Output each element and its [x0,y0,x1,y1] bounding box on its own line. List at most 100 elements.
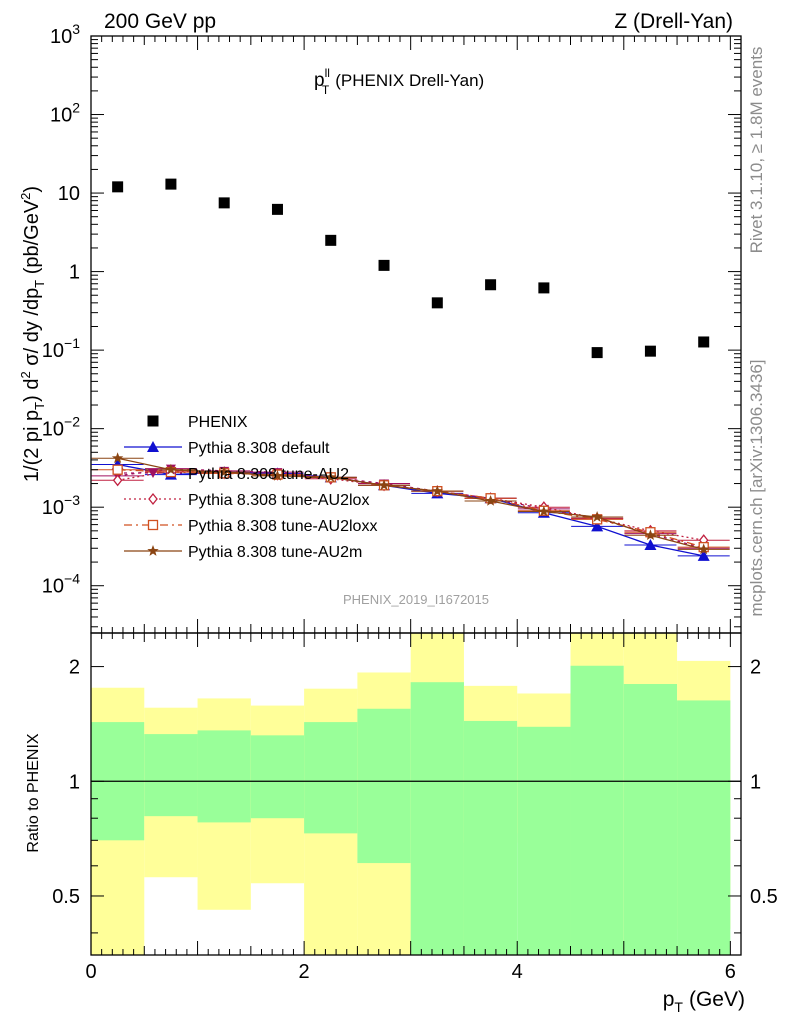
ratio-tick-label-right: 1 [750,771,761,793]
series-marker [147,519,159,531]
y-tick-label-base: 10 [50,105,72,127]
title-base: p [314,70,325,91]
y-label-p1: 1/(2 pi p [21,410,43,482]
y-tick-label: 1 [69,262,80,284]
legend-label: Pythia 8.308 tune-AU2 [188,466,349,483]
ratio-bands [91,633,731,955]
series-marker [271,469,284,481]
mcplots-label: mcplots.cern.ch [arXiv:1306.3436] [747,359,766,616]
y-tick-label-exp: −1 [64,335,80,351]
x-tick-label: 6 [725,961,736,983]
ratio-tick-label-right: 2 [750,657,761,679]
y-tick-label-exp: −4 [64,571,80,587]
series-marker [591,511,603,522]
series-marker [644,529,657,540]
data-point [112,181,124,193]
series-marker [218,466,230,477]
x-axis-label: pT (GeV) [663,988,745,1015]
data-point [591,347,603,359]
y-label-sup2: 2 [18,193,33,200]
ratio-tick-label-left: 0.5 [52,886,80,908]
y-tick-label: 103 [50,21,80,48]
y-tick-label: 102 [50,100,80,127]
data-point [325,234,337,246]
y-tick-label: 10−3 [42,492,80,519]
data-point [218,197,230,209]
mc-series [91,452,730,561]
y-tick-label-exp: −3 [64,492,80,508]
y-label-p3: σ/ dy /dp [21,288,43,372]
data-point [431,297,443,309]
series-marker [378,479,390,491]
legend: PHENIX Pythia 8.308 default Pythia 8.308 t… [124,414,377,561]
y-tick-label-base: 10 [42,419,64,441]
legend-label: Pythia 8.308 tune-AU2m [188,544,362,561]
header-right: Z (Drell-Yan) [614,10,733,33]
series-marker [147,441,159,452]
title-rest: (PHENIX Drell-Yan) [335,71,484,90]
y-tick-label-exp: 3 [72,21,80,37]
stat-band-bin [357,708,411,864]
stat-band-bin [410,682,464,955]
y-tick-label-base: 10 [50,26,72,48]
legend-marker-phenix [147,415,159,427]
series-marker [147,545,159,556]
series-marker [644,538,657,550]
series-marker [111,452,124,464]
y-label-sub2: T [32,280,47,288]
legend-label: Pythia 8.308 tune-AU2loxx [188,518,377,535]
legend-label: Pythia 8.308 tune-AU2lox [188,492,369,509]
stat-band-bin [623,684,678,955]
series-marker [697,549,710,561]
analysis-id: PHENIX_2019_I1672015 [343,592,489,607]
series-marker [431,485,443,496]
x-tick-label: 4 [512,961,523,983]
stat-band-bin [250,735,305,819]
stat-band-bin [304,722,358,834]
legend-label: Pythia 8.308 default [188,440,330,457]
chart-title: pll T (PHENIX Drell-Yan) [314,66,484,97]
x-label-sub: T [674,999,683,1015]
ratio-y-label: Ratio to PHENIX [25,733,42,852]
series-marker [112,464,123,475]
y-tick-label-base: 10 [58,183,80,205]
y-tick-label: 10−2 [42,414,80,441]
x-label-rest: (GeV) [689,988,745,1011]
y-label-p4: (pb/GeV [21,199,43,280]
ratio-tick-label-right: 0.5 [750,886,778,908]
series-marker [148,469,158,478]
ratio-tick-label-left: 1 [69,771,80,793]
y-tick-label-base: 10 [42,576,64,598]
data-point [538,282,550,294]
stat-band-bin [570,665,624,955]
legend-label-phenix: PHENIX [188,414,248,431]
y-tick-label: 10 [58,183,80,205]
ratio-tick-label-left: 2 [69,657,80,679]
series-marker [698,543,710,555]
y-label-p5: ) [21,186,43,193]
data-points [112,178,710,359]
y-tick-label: 10−1 [42,335,80,362]
y-tick-label-exp: 2 [72,100,80,116]
y-tick-label-base: 10 [42,497,64,519]
y-tick-label: 10−4 [42,571,80,598]
stat-band-bin [463,720,518,955]
data-point [165,178,177,190]
main-y-label: 1/(2 pi pT) d2 σ/ dy /dpT (pb/GeV2) [18,186,47,482]
y-tick-label-exp: −2 [64,414,80,430]
data-point [644,345,656,357]
stat-band-bin [144,734,198,817]
rivet-label: Rivet 3.1.10, ≥ 1.8M events [747,47,766,254]
data-point [485,279,497,291]
title-sup: ll [325,66,330,80]
y-label-sub1: T [32,402,47,410]
frames [90,35,742,956]
series-marker [484,495,497,506]
header-left: 200 GeV pp [104,10,216,33]
data-point [271,203,283,215]
x-tick-label: 2 [299,961,310,983]
stat-band-bin [517,726,571,955]
